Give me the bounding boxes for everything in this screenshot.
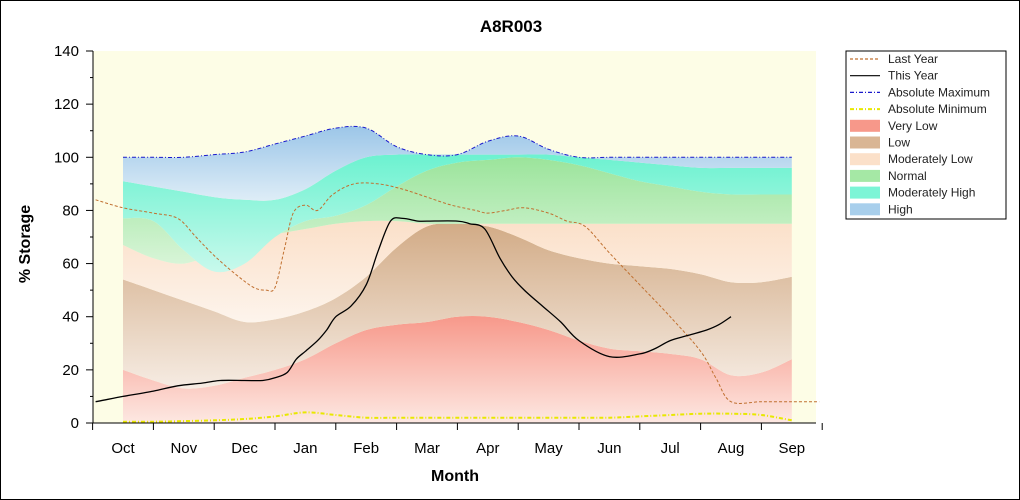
band-moderately-high: [123, 154, 792, 273]
y-tick-label: 40: [62, 309, 79, 326]
x-tick-label: Mar: [414, 440, 440, 457]
legend-item-moderately-low: Moderately Low: [850, 152, 973, 166]
percentile-bands: [123, 126, 792, 423]
x-tick-label: Oct: [111, 440, 135, 457]
legend-item-normal: Normal: [850, 169, 927, 183]
y-tick-label: 100: [54, 149, 79, 166]
band-high: [123, 126, 792, 201]
x-tick-label: Sep: [778, 440, 805, 457]
y-tick-label: 120: [54, 96, 79, 113]
legend-label: Absolute Minimum: [888, 102, 987, 116]
x-tick-label: Feb: [353, 440, 379, 457]
x-ticks: Oct Nov Dec Jan Feb Mar Apr May Jun Jul Aug Sep: [92, 423, 823, 457]
legend-item-low: Low: [850, 136, 910, 150]
legend-label: Very Low: [888, 119, 938, 133]
legend-item-absolute-maximum: Absolute Maximum: [850, 85, 990, 99]
legend-label: High: [888, 202, 913, 216]
series-absolute-minimum: [122, 411, 792, 423]
series-this-year: [95, 217, 732, 403]
legend-item-very-low: Very Low: [850, 119, 938, 133]
legend-swatch: [850, 119, 880, 132]
x-tick-label: Jul: [661, 440, 680, 457]
y-axis-label: % Storage: [17, 205, 34, 283]
legend-label: Normal: [888, 169, 927, 183]
series-absolute-maximum: [122, 125, 792, 159]
x-tick-label: Jan: [293, 440, 317, 457]
legend-swatch: [850, 169, 880, 182]
band-very-low: [123, 316, 792, 423]
legend-swatch: [850, 203, 880, 216]
legend-item-high: High: [850, 202, 913, 216]
y-tick-label: 60: [62, 256, 79, 273]
legend-label: Absolute Maximum: [888, 85, 990, 99]
legend-label: This Year: [888, 69, 938, 83]
series-last-year: [95, 182, 820, 404]
x-axis-label: Month: [431, 468, 479, 485]
legend-swatch: [850, 186, 880, 199]
legend-label: Moderately High: [888, 186, 975, 200]
band-low: [123, 223, 792, 389]
band-normal: [123, 157, 792, 273]
axes: 0 20 40 60 80 100 120 140 Oct Nov Dec Jan Feb Mar Apr…: [54, 43, 823, 457]
x-tick-label: Jun: [597, 440, 621, 457]
y-tick-label: 0: [71, 415, 79, 432]
series-lines: [95, 125, 820, 423]
y-tick-label: 80: [62, 202, 79, 219]
chart-title: A8R003: [480, 17, 542, 36]
legend-label: Last Year: [888, 52, 938, 66]
x-tick-label: Nov: [170, 440, 197, 457]
y-tick-label: 20: [62, 362, 79, 379]
band-moderately-low: [123, 220, 792, 323]
legend-item-moderately-high: Moderately High: [850, 186, 975, 200]
legend: Last Year This Year Absolute Maximum Absolu…: [845, 50, 1007, 220]
legend-item-last-year: Last Year: [850, 52, 938, 66]
x-tick-label: Aug: [718, 440, 745, 457]
legend-swatch: [850, 153, 880, 166]
legend-swatch: [850, 136, 880, 149]
x-tick-label: May: [534, 440, 563, 457]
y-tick-label: 140: [54, 43, 79, 60]
x-tick-label: Dec: [231, 440, 258, 457]
y-ticks: 0 20 40 60 80 100 120 140: [54, 43, 93, 432]
legend-item-this-year: This Year: [850, 69, 938, 83]
x-tick-label: Apr: [476, 440, 499, 457]
legend-item-absolute-minimum: Absolute Minimum: [850, 102, 987, 116]
legend-label: Moderately Low: [888, 152, 973, 166]
legend-label: Low: [888, 136, 910, 150]
